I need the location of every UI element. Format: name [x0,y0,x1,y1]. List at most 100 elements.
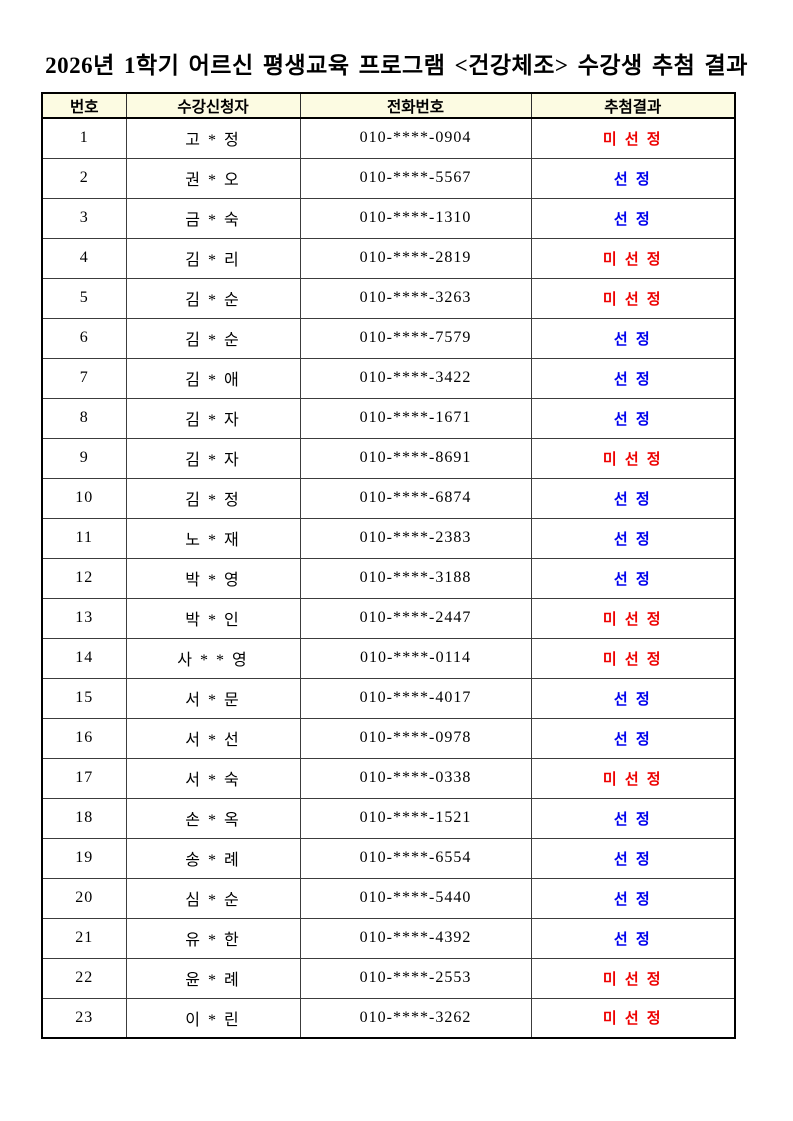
table-row: 16 서 * 선 010-****-0978 선 정 [41,717,736,759]
column-header-3: 추첨결과 [530,92,736,119]
applicant-name-cell: 김 * 정 [125,477,301,519]
applicant-name-cell: 송 * 례 [125,837,301,879]
applicant-name-cell: 윤 * 례 [125,957,301,999]
applicant-name-cell: 이 * 린 [125,997,301,1039]
phone-number-cell: 010-****-0978 [299,717,532,759]
lottery-result-cell: 선 정 [530,837,736,879]
lottery-result-cell: 선 정 [530,917,736,959]
lottery-result-cell: 미 선 정 [530,757,736,799]
row-number-cell: 5 [41,277,127,319]
lottery-result-cell: 선 정 [530,357,736,399]
phone-number-cell: 010-****-6554 [299,837,532,879]
table-row: 17 서 * 숙 010-****-0338 미 선 정 [41,757,736,799]
row-number-cell: 12 [41,557,127,599]
phone-number-cell: 010-****-5440 [299,877,532,919]
lottery-result-cell: 선 정 [530,317,736,359]
row-number-cell: 19 [41,837,127,879]
row-number-cell: 20 [41,877,127,919]
row-number-cell: 9 [41,437,127,479]
lottery-result-cell: 선 정 [530,517,736,559]
row-number-cell: 13 [41,597,127,639]
column-header-1: 수강신청자 [125,92,301,119]
table-row: 22 윤 * 례 010-****-2553 미 선 정 [41,957,736,999]
table-row: 11 노 * 재 010-****-2383 선 정 [41,517,736,559]
phone-number-cell: 010-****-0904 [299,117,532,159]
lottery-result-cell: 미 선 정 [530,597,736,639]
applicant-name-cell: 사 * * 영 [125,637,301,679]
phone-number-cell: 010-****-2447 [299,597,532,639]
lottery-result-cell: 미 선 정 [530,957,736,999]
row-number-cell: 1 [41,117,127,159]
phone-number-cell: 010-****-3188 [299,557,532,599]
applicant-name-cell: 박 * 영 [125,557,301,599]
table-row: 23 이 * 린 010-****-3262 미 선 정 [41,997,736,1039]
phone-number-cell: 010-****-1310 [299,197,532,239]
row-number-cell: 11 [41,517,127,559]
applicant-name-cell: 서 * 숙 [125,757,301,799]
lottery-result-cell: 선 정 [530,557,736,599]
row-number-cell: 8 [41,397,127,439]
applicant-name-cell: 서 * 선 [125,717,301,759]
lottery-result-cell: 미 선 정 [530,277,736,319]
applicant-name-cell: 김 * 애 [125,357,301,399]
row-number-cell: 15 [41,677,127,719]
table-row: 10 김 * 정 010-****-6874 선 정 [41,477,736,519]
applicant-name-cell: 심 * 순 [125,877,301,919]
applicant-name-cell: 김 * 자 [125,397,301,439]
lottery-result-cell: 미 선 정 [530,117,736,159]
row-number-cell: 18 [41,797,127,839]
column-header-0: 번호 [41,92,127,119]
applicant-name-cell: 박 * 인 [125,597,301,639]
row-number-cell: 22 [41,957,127,999]
lottery-result-cell: 선 정 [530,197,736,239]
phone-number-cell: 010-****-3422 [299,357,532,399]
phone-number-cell: 010-****-0338 [299,757,532,799]
row-number-cell: 16 [41,717,127,759]
row-number-cell: 4 [41,237,127,279]
lottery-result-cell: 미 선 정 [530,437,736,479]
phone-number-cell: 010-****-2383 [299,517,532,559]
table-row: 21 유 * 한 010-****-4392 선 정 [41,917,736,959]
applicant-name-cell: 김 * 자 [125,437,301,479]
applicant-name-cell: 금 * 숙 [125,197,301,239]
phone-number-cell: 010-****-4017 [299,677,532,719]
table-row: 20 심 * 순 010-****-5440 선 정 [41,877,736,919]
applicant-name-cell: 서 * 문 [125,677,301,719]
row-number-cell: 23 [41,997,127,1039]
applicant-name-cell: 노 * 재 [125,517,301,559]
phone-number-cell: 010-****-4392 [299,917,532,959]
lottery-result-cell: 미 선 정 [530,237,736,279]
page-title: 2026년 1학기 어르신 평생교육 프로그램 <건강체조> 수강생 추첨 결과 [45,53,748,78]
lottery-result-cell: 선 정 [530,877,736,919]
row-number-cell: 3 [41,197,127,239]
table-row: 18 손 * 옥 010-****-1521 선 정 [41,797,736,839]
phone-number-cell: 010-****-2553 [299,957,532,999]
phone-number-cell: 010-****-8691 [299,437,532,479]
applicant-name-cell: 유 * 한 [125,917,301,959]
phone-number-cell: 010-****-2819 [299,237,532,279]
phone-number-cell: 010-****-1671 [299,397,532,439]
lottery-result-cell: 선 정 [530,717,736,759]
applicant-name-cell: 김 * 순 [125,277,301,319]
phone-number-cell: 010-****-3262 [299,997,532,1039]
row-number-cell: 17 [41,757,127,799]
lottery-result-cell: 선 정 [530,477,736,519]
row-number-cell: 10 [41,477,127,519]
phone-number-cell: 010-****-5567 [299,157,532,199]
phone-number-cell: 010-****-7579 [299,317,532,359]
phone-number-cell: 010-****-0114 [299,637,532,679]
lottery-result-cell: 선 정 [530,397,736,439]
applicant-name-cell: 권 * 오 [125,157,301,199]
applicant-name-cell: 손 * 옥 [125,797,301,839]
row-number-cell: 7 [41,357,127,399]
lottery-result-cell: 선 정 [530,797,736,839]
